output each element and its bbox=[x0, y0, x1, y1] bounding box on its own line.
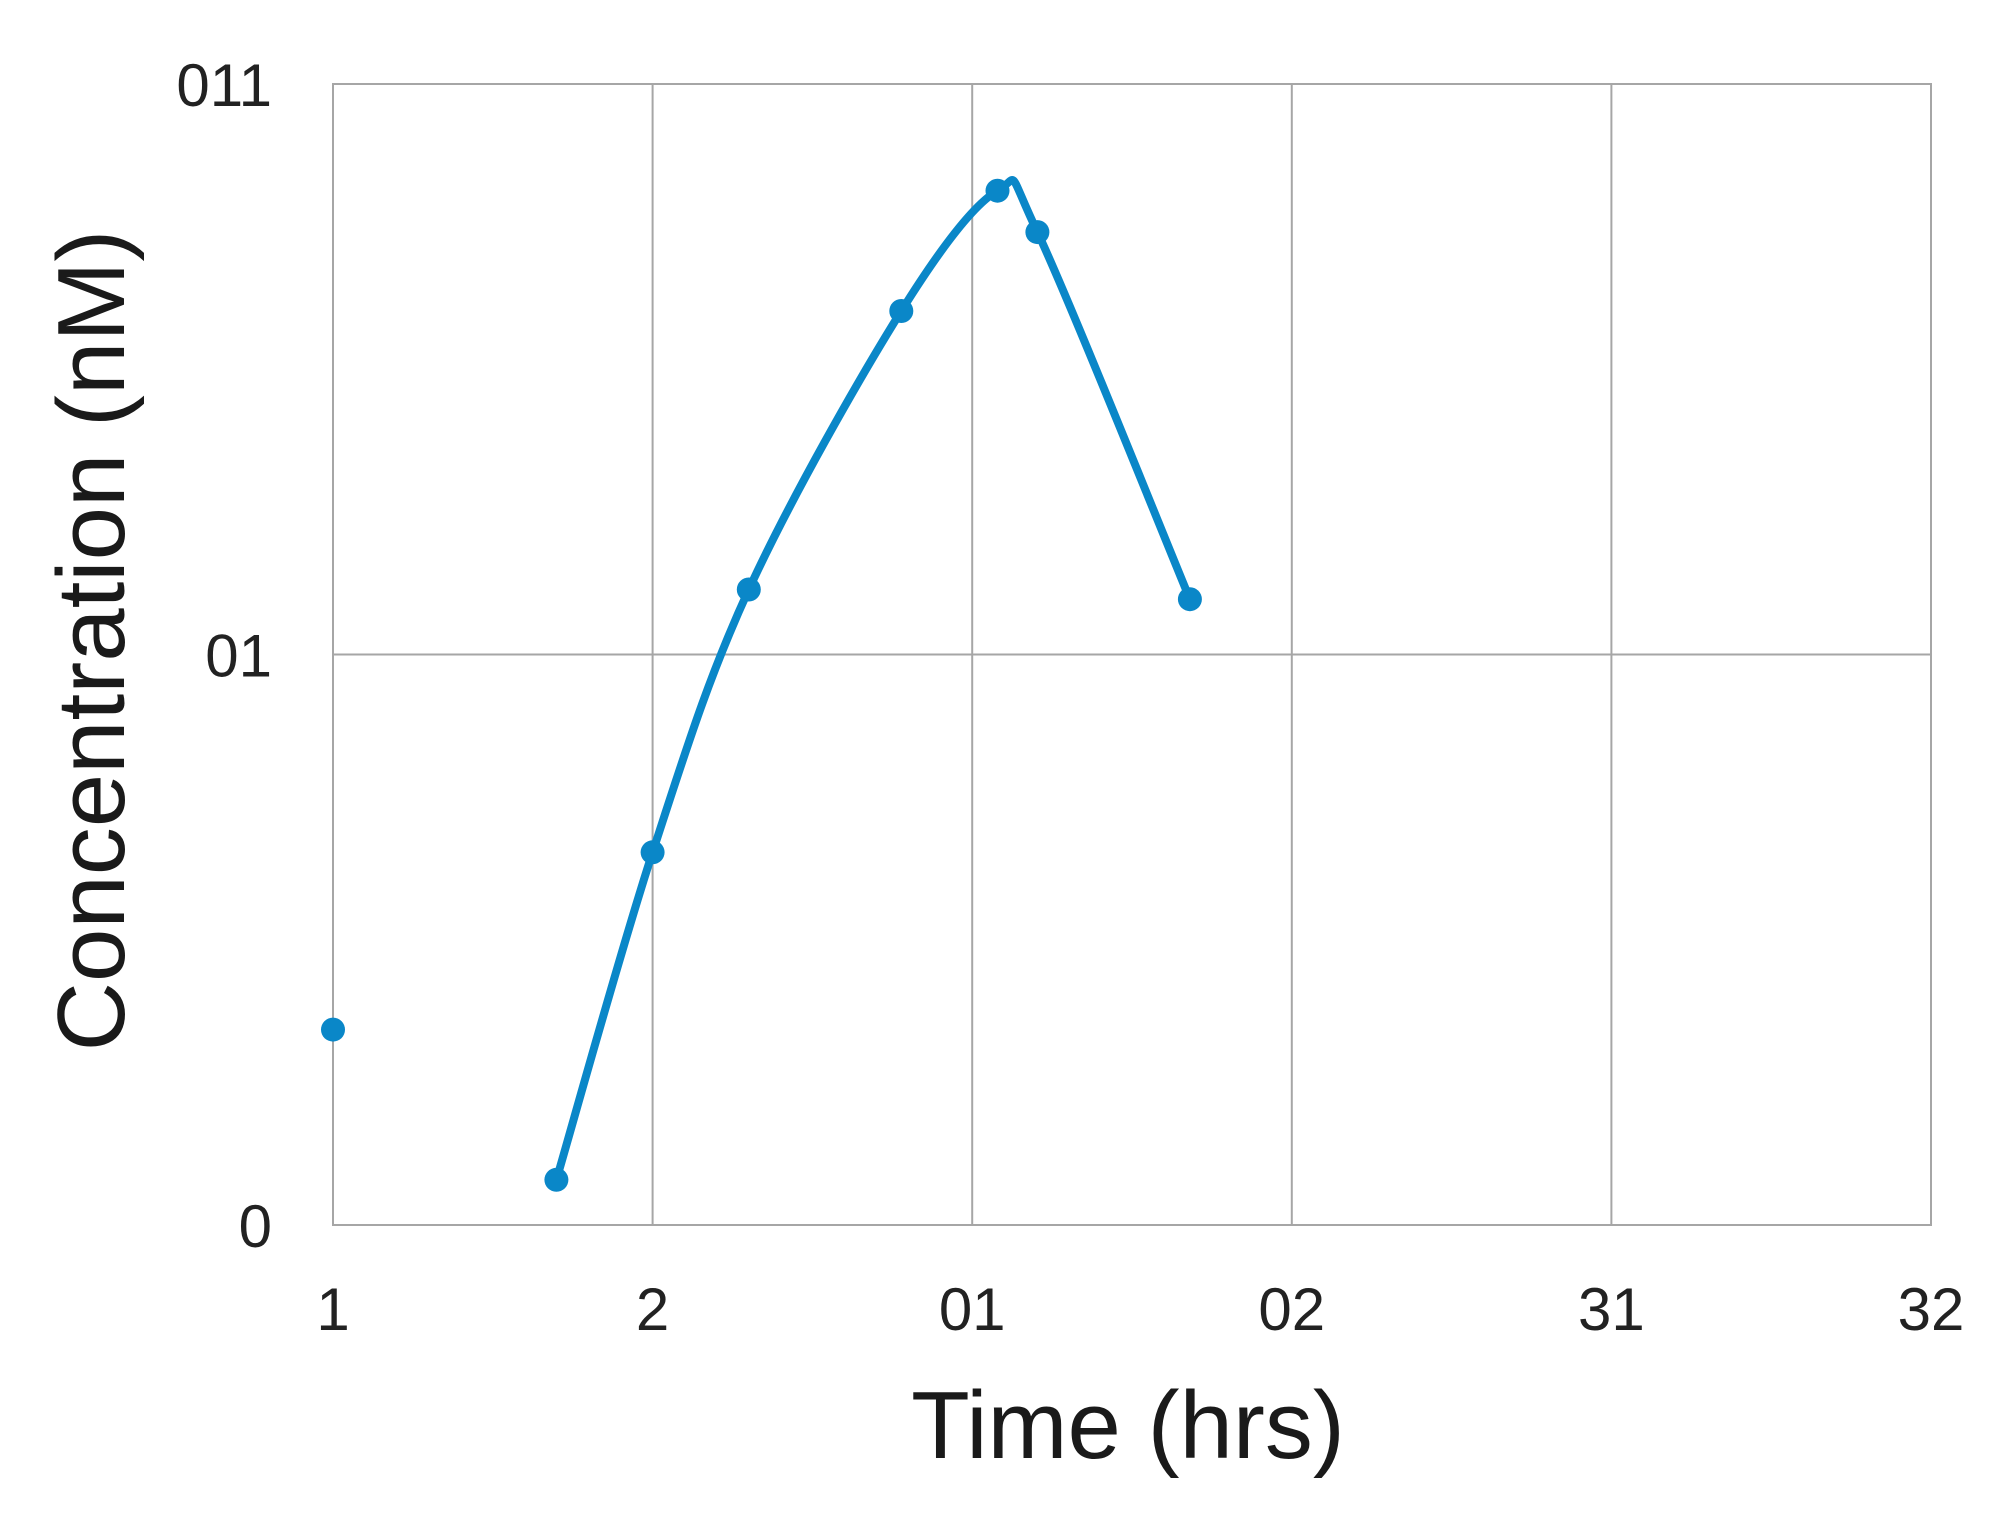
series-line bbox=[552, 176, 1194, 1184]
y-tick-label: 011 bbox=[176, 52, 272, 119]
x-tick-label: 32 bbox=[1898, 1276, 1965, 1343]
data-point bbox=[321, 1017, 345, 1042]
data-point bbox=[736, 577, 761, 602]
data-point bbox=[544, 1167, 569, 1192]
x-tick-label: 02 bbox=[1258, 1276, 1325, 1343]
x-tick-label: 1 bbox=[316, 1276, 349, 1343]
x-axis-title: Time (hrs) bbox=[911, 1372, 1345, 1479]
data-point bbox=[985, 178, 1010, 203]
data-point bbox=[1025, 220, 1050, 245]
data-point bbox=[1177, 587, 1202, 612]
plot-frame bbox=[332, 83, 1932, 1226]
series-markers bbox=[321, 178, 1202, 1192]
data-point bbox=[889, 299, 914, 323]
x-tick-label: 01 bbox=[939, 1276, 1006, 1343]
data-point bbox=[640, 840, 665, 865]
y-tick-labels: 0 01 011 bbox=[176, 52, 272, 1260]
y-axis-title: Concentration (nM) bbox=[38, 230, 145, 1052]
x-tick-labels: 1 2 01 02 31 32 bbox=[316, 1276, 1964, 1343]
x-tick-label: 31 bbox=[1578, 1276, 1645, 1343]
x-tick-label: 2 bbox=[636, 1276, 669, 1343]
gridlines bbox=[332, 83, 1932, 1226]
y-tick-label: 0 bbox=[239, 1193, 272, 1260]
y-tick-label: 01 bbox=[205, 623, 272, 690]
